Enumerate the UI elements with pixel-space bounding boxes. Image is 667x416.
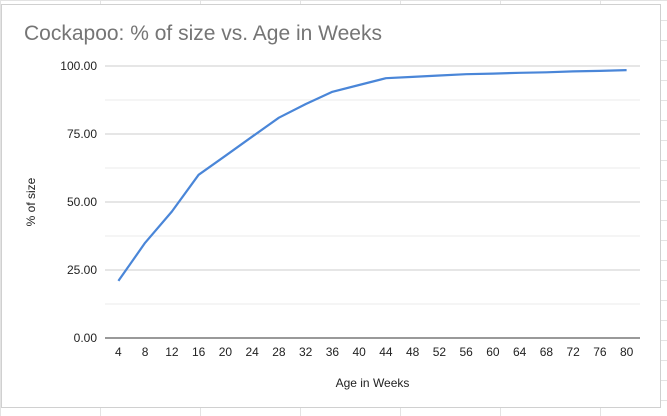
x-tick-label: 36 [326, 345, 340, 359]
x-tick-label: 28 [272, 345, 286, 359]
x-tick-label: 68 [540, 345, 554, 359]
x-tick-label: 52 [433, 345, 447, 359]
x-tick-label: 40 [352, 345, 366, 359]
x-tick-label: 8 [142, 345, 149, 359]
y-axis-tick-labels: 0.00 25.00 50.00 75.00 100.00 [60, 59, 97, 345]
gridlines [105, 65, 640, 339]
x-tick-label: 16 [192, 345, 206, 359]
y-tick-label: 0.00 [74, 331, 98, 345]
x-tick-label: 60 [486, 345, 500, 359]
x-tick-label: 56 [459, 345, 473, 359]
y-tick-label: 75.00 [67, 127, 97, 141]
x-tick-label: 48 [406, 345, 420, 359]
x-tick-label: 72 [566, 345, 580, 359]
x-tick-label: 80 [620, 345, 634, 359]
x-tick-label: 76 [593, 345, 607, 359]
x-axis-tick-labels: 4 8 12 16 20 24 28 32 36 40 44 48 52 56 60 64 68 72 76 80 [115, 345, 634, 359]
x-tick-label: 12 [165, 345, 179, 359]
x-axis-title: Age in Weeks [336, 376, 410, 390]
chart-title: Cockapoo: % of size vs. Age in Weeks [24, 22, 382, 45]
y-tick-label: 50.00 [67, 195, 97, 209]
y-tick-label: 100.00 [60, 59, 97, 73]
x-tick-label: 64 [513, 345, 527, 359]
y-tick-label: 25.00 [67, 263, 97, 277]
x-tick-label: 32 [299, 345, 313, 359]
series-line [117, 69, 627, 282]
x-tick-label: 24 [245, 345, 259, 359]
x-tick-label: 44 [379, 345, 393, 359]
x-tick-label: 4 [115, 345, 122, 359]
x-tick-label: 20 [219, 345, 233, 359]
y-axis-title: % of size [24, 177, 38, 226]
